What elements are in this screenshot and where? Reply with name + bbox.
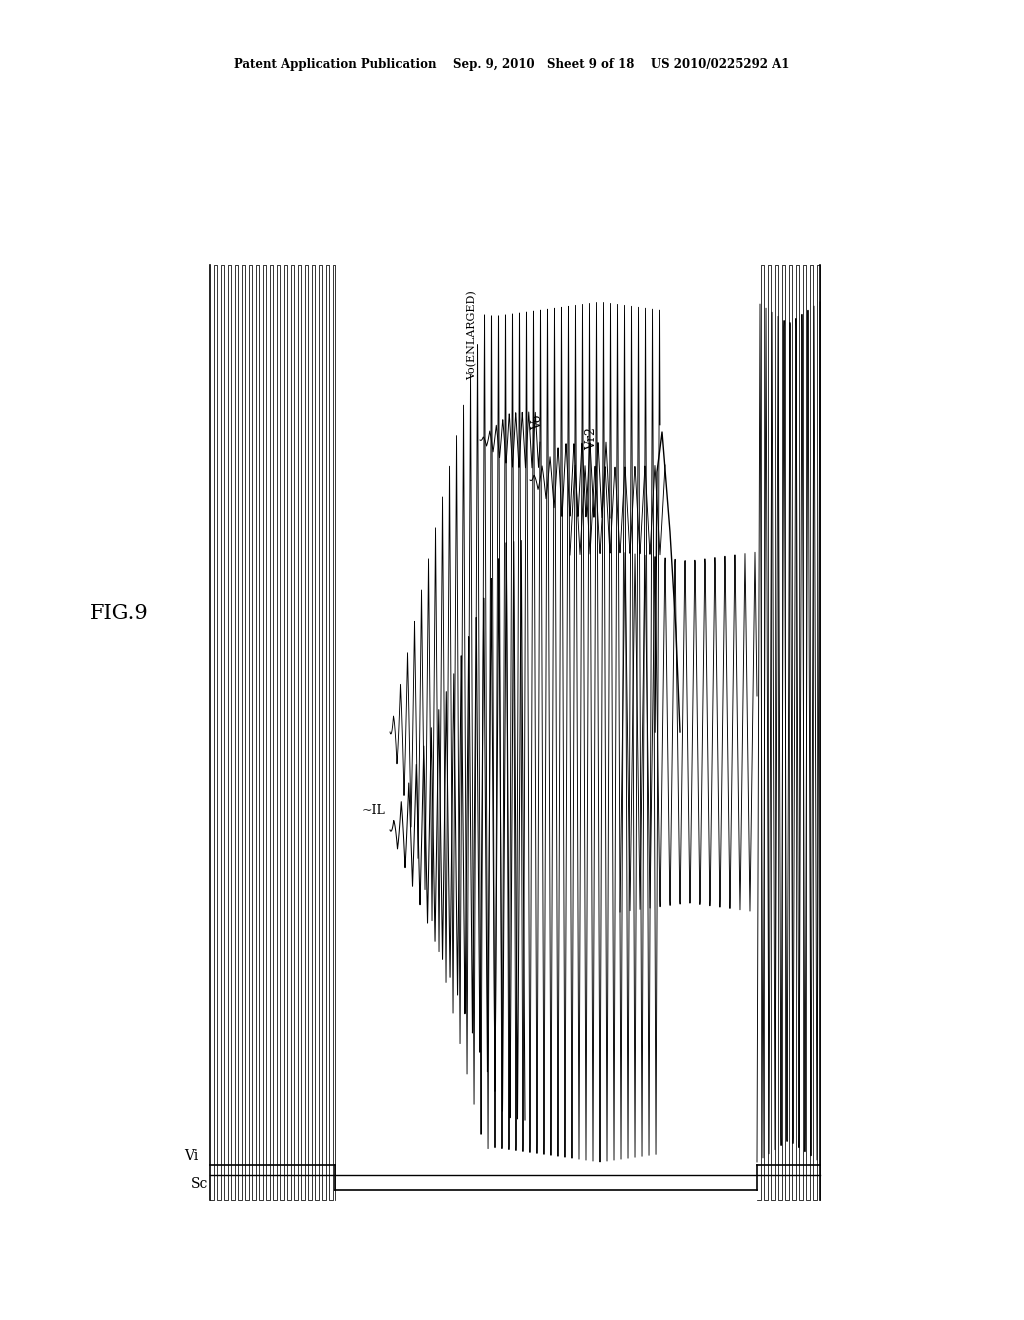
Text: Vo(ENLARGED): Vo(ENLARGED): [467, 290, 477, 380]
Text: Vo: Vo: [531, 414, 545, 430]
Text: Sc: Sc: [190, 1177, 208, 1191]
Text: ~IL: ~IL: [361, 804, 385, 817]
Text: Vr2: Vr2: [586, 428, 598, 450]
Text: Vi: Vi: [183, 1148, 198, 1163]
Text: Patent Application Publication    Sep. 9, 2010   Sheet 9 of 18    US 2010/022529: Patent Application Publication Sep. 9, 2…: [234, 58, 790, 71]
Text: FIG.9: FIG.9: [90, 605, 148, 623]
